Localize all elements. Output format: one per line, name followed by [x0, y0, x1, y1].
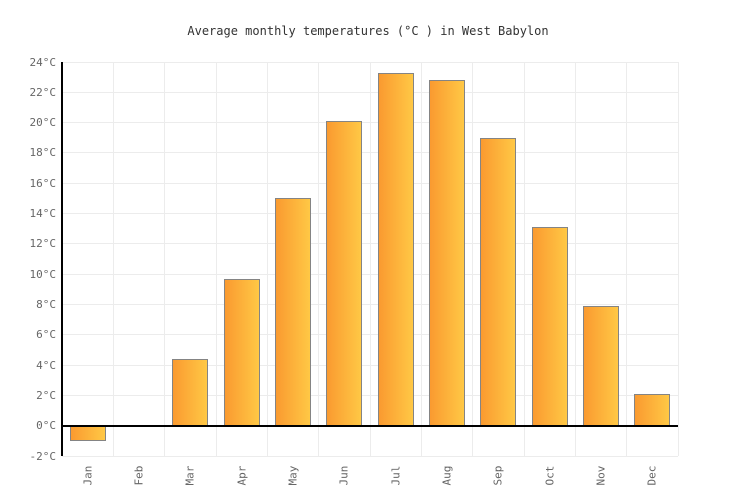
x-axis-line	[62, 424, 678, 427]
v-gridline	[215, 62, 217, 456]
month-label: Jan	[81, 465, 95, 485]
y-axis-tick-label: 22°C	[29, 85, 57, 99]
bar-oct[interactable]	[531, 227, 568, 426]
y-axis-tick-label: -2°C	[29, 449, 57, 463]
v-gridline	[677, 62, 679, 456]
month-label: Jul	[389, 465, 403, 485]
x-axis-tick-label: Aug	[432, 460, 462, 490]
bar-jun[interactable]	[326, 121, 363, 426]
month-label: Mar	[183, 465, 197, 485]
bar-nov[interactable]	[583, 305, 619, 426]
v-gridline	[164, 62, 166, 456]
x-axis-tick-label: Feb	[124, 460, 154, 490]
month-label: Apr	[235, 465, 249, 485]
y-axis-tick-label: 4°C	[36, 358, 56, 372]
y-axis-tick-label: 10°C	[29, 267, 57, 281]
x-axis-tick-label: Mar	[175, 460, 205, 490]
h-gridline	[62, 455, 678, 457]
x-axis-tick-label: Jan	[73, 460, 103, 490]
month-label: Aug	[440, 465, 454, 485]
month-label: Jun	[337, 465, 351, 485]
v-gridline	[574, 62, 576, 456]
y-axis-tick-label: 6°C	[36, 328, 56, 342]
y-axis-tick-label: 20°C	[29, 116, 57, 130]
y-axis-tick-label: 16°C	[29, 176, 57, 190]
month-label: Dec	[645, 465, 659, 485]
bar-mar[interactable]	[172, 359, 209, 426]
month-label: Feb	[132, 465, 146, 485]
y-axis-tick-label: 24°C	[29, 55, 57, 69]
v-gridline	[523, 62, 525, 456]
y-axis-tick-label: 12°C	[29, 237, 57, 251]
v-gridline	[420, 62, 422, 456]
v-gridline	[472, 62, 474, 456]
bar-apr[interactable]	[223, 278, 260, 426]
x-axis-tick-label: May	[278, 460, 308, 490]
bar-may[interactable]	[275, 198, 311, 426]
x-axis-tick-label: Jun	[329, 460, 359, 490]
bar-jan[interactable]	[69, 425, 106, 441]
month-label: Nov	[594, 465, 608, 485]
x-axis-tick-label: Dec	[637, 460, 667, 490]
x-axis-tick-label: Oct	[535, 460, 565, 490]
y-axis-tick-label: 8°C	[36, 297, 56, 311]
y-axis-tick-label: 2°C	[36, 388, 56, 402]
y-axis-tick-label: 0°C	[36, 419, 56, 433]
y-axis-tick-label: 18°C	[29, 146, 57, 160]
y-axis-tick-label: 14°C	[29, 207, 57, 221]
month-label: Sep	[491, 465, 505, 485]
v-gridline	[112, 62, 114, 456]
y-axis-line	[61, 62, 63, 456]
bar-jul[interactable]	[377, 72, 414, 426]
v-gridline	[318, 62, 320, 456]
bar-dec[interactable]	[634, 393, 671, 426]
v-gridline	[369, 62, 371, 456]
v-gridline	[266, 62, 268, 456]
x-axis-tick-label: Sep	[483, 460, 513, 490]
month-label: Oct	[543, 465, 557, 485]
bar-aug[interactable]	[429, 80, 465, 426]
x-axis-tick-label: Apr	[227, 460, 257, 490]
x-axis-tick-label: Nov	[586, 460, 616, 490]
x-axis-tick-label: Jul	[381, 460, 411, 490]
chart-title: Average monthly temperatures (°C ) in We…	[187, 24, 549, 38]
bar-sep[interactable]	[480, 137, 517, 426]
v-gridline	[626, 62, 628, 456]
month-label: May	[286, 465, 300, 485]
